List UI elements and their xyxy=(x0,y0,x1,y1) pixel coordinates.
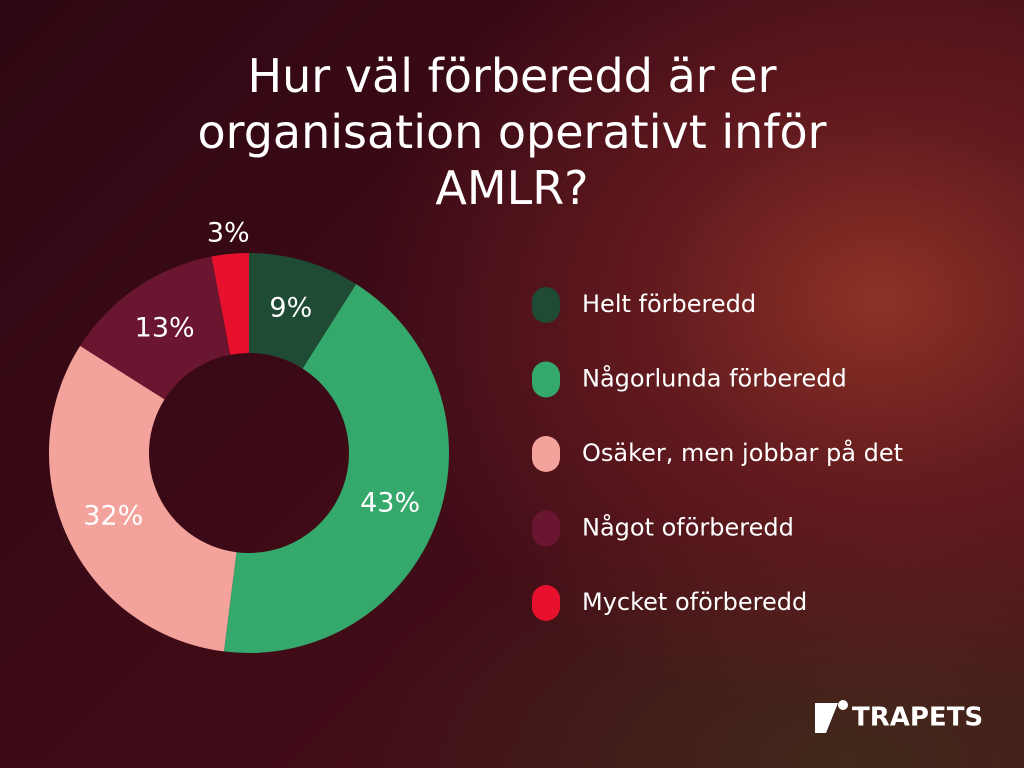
legend-marker xyxy=(532,287,560,323)
legend-marker xyxy=(532,436,560,472)
segment-label: 9% xyxy=(269,292,312,323)
legend-marker xyxy=(532,585,560,621)
logo-icon xyxy=(815,700,848,733)
legend-label: Mycket oförberedd xyxy=(582,588,807,616)
legend-marker xyxy=(532,510,560,547)
chart-title: Hur väl förberedd är er organisation ope… xyxy=(197,49,827,215)
donut-segment xyxy=(80,256,231,400)
donut-segment xyxy=(48,345,237,652)
segment-label: 32% xyxy=(83,500,143,531)
legend-marker xyxy=(532,361,560,398)
legend-label: Helt förberedd xyxy=(582,290,756,318)
legend-label: Osäker, men jobbar på det xyxy=(582,438,903,467)
legend-label: Någorlunda förberedd xyxy=(582,364,847,393)
donut-segment xyxy=(249,253,357,369)
legend-label: Något oförberedd xyxy=(582,513,794,542)
donut-segment xyxy=(211,253,249,355)
donut-segment xyxy=(223,284,449,653)
brand-logo: TRAPETS xyxy=(852,703,983,733)
segment-label: 3% xyxy=(207,217,250,248)
segment-label: 43% xyxy=(360,487,420,518)
segment-label: 13% xyxy=(135,312,195,343)
